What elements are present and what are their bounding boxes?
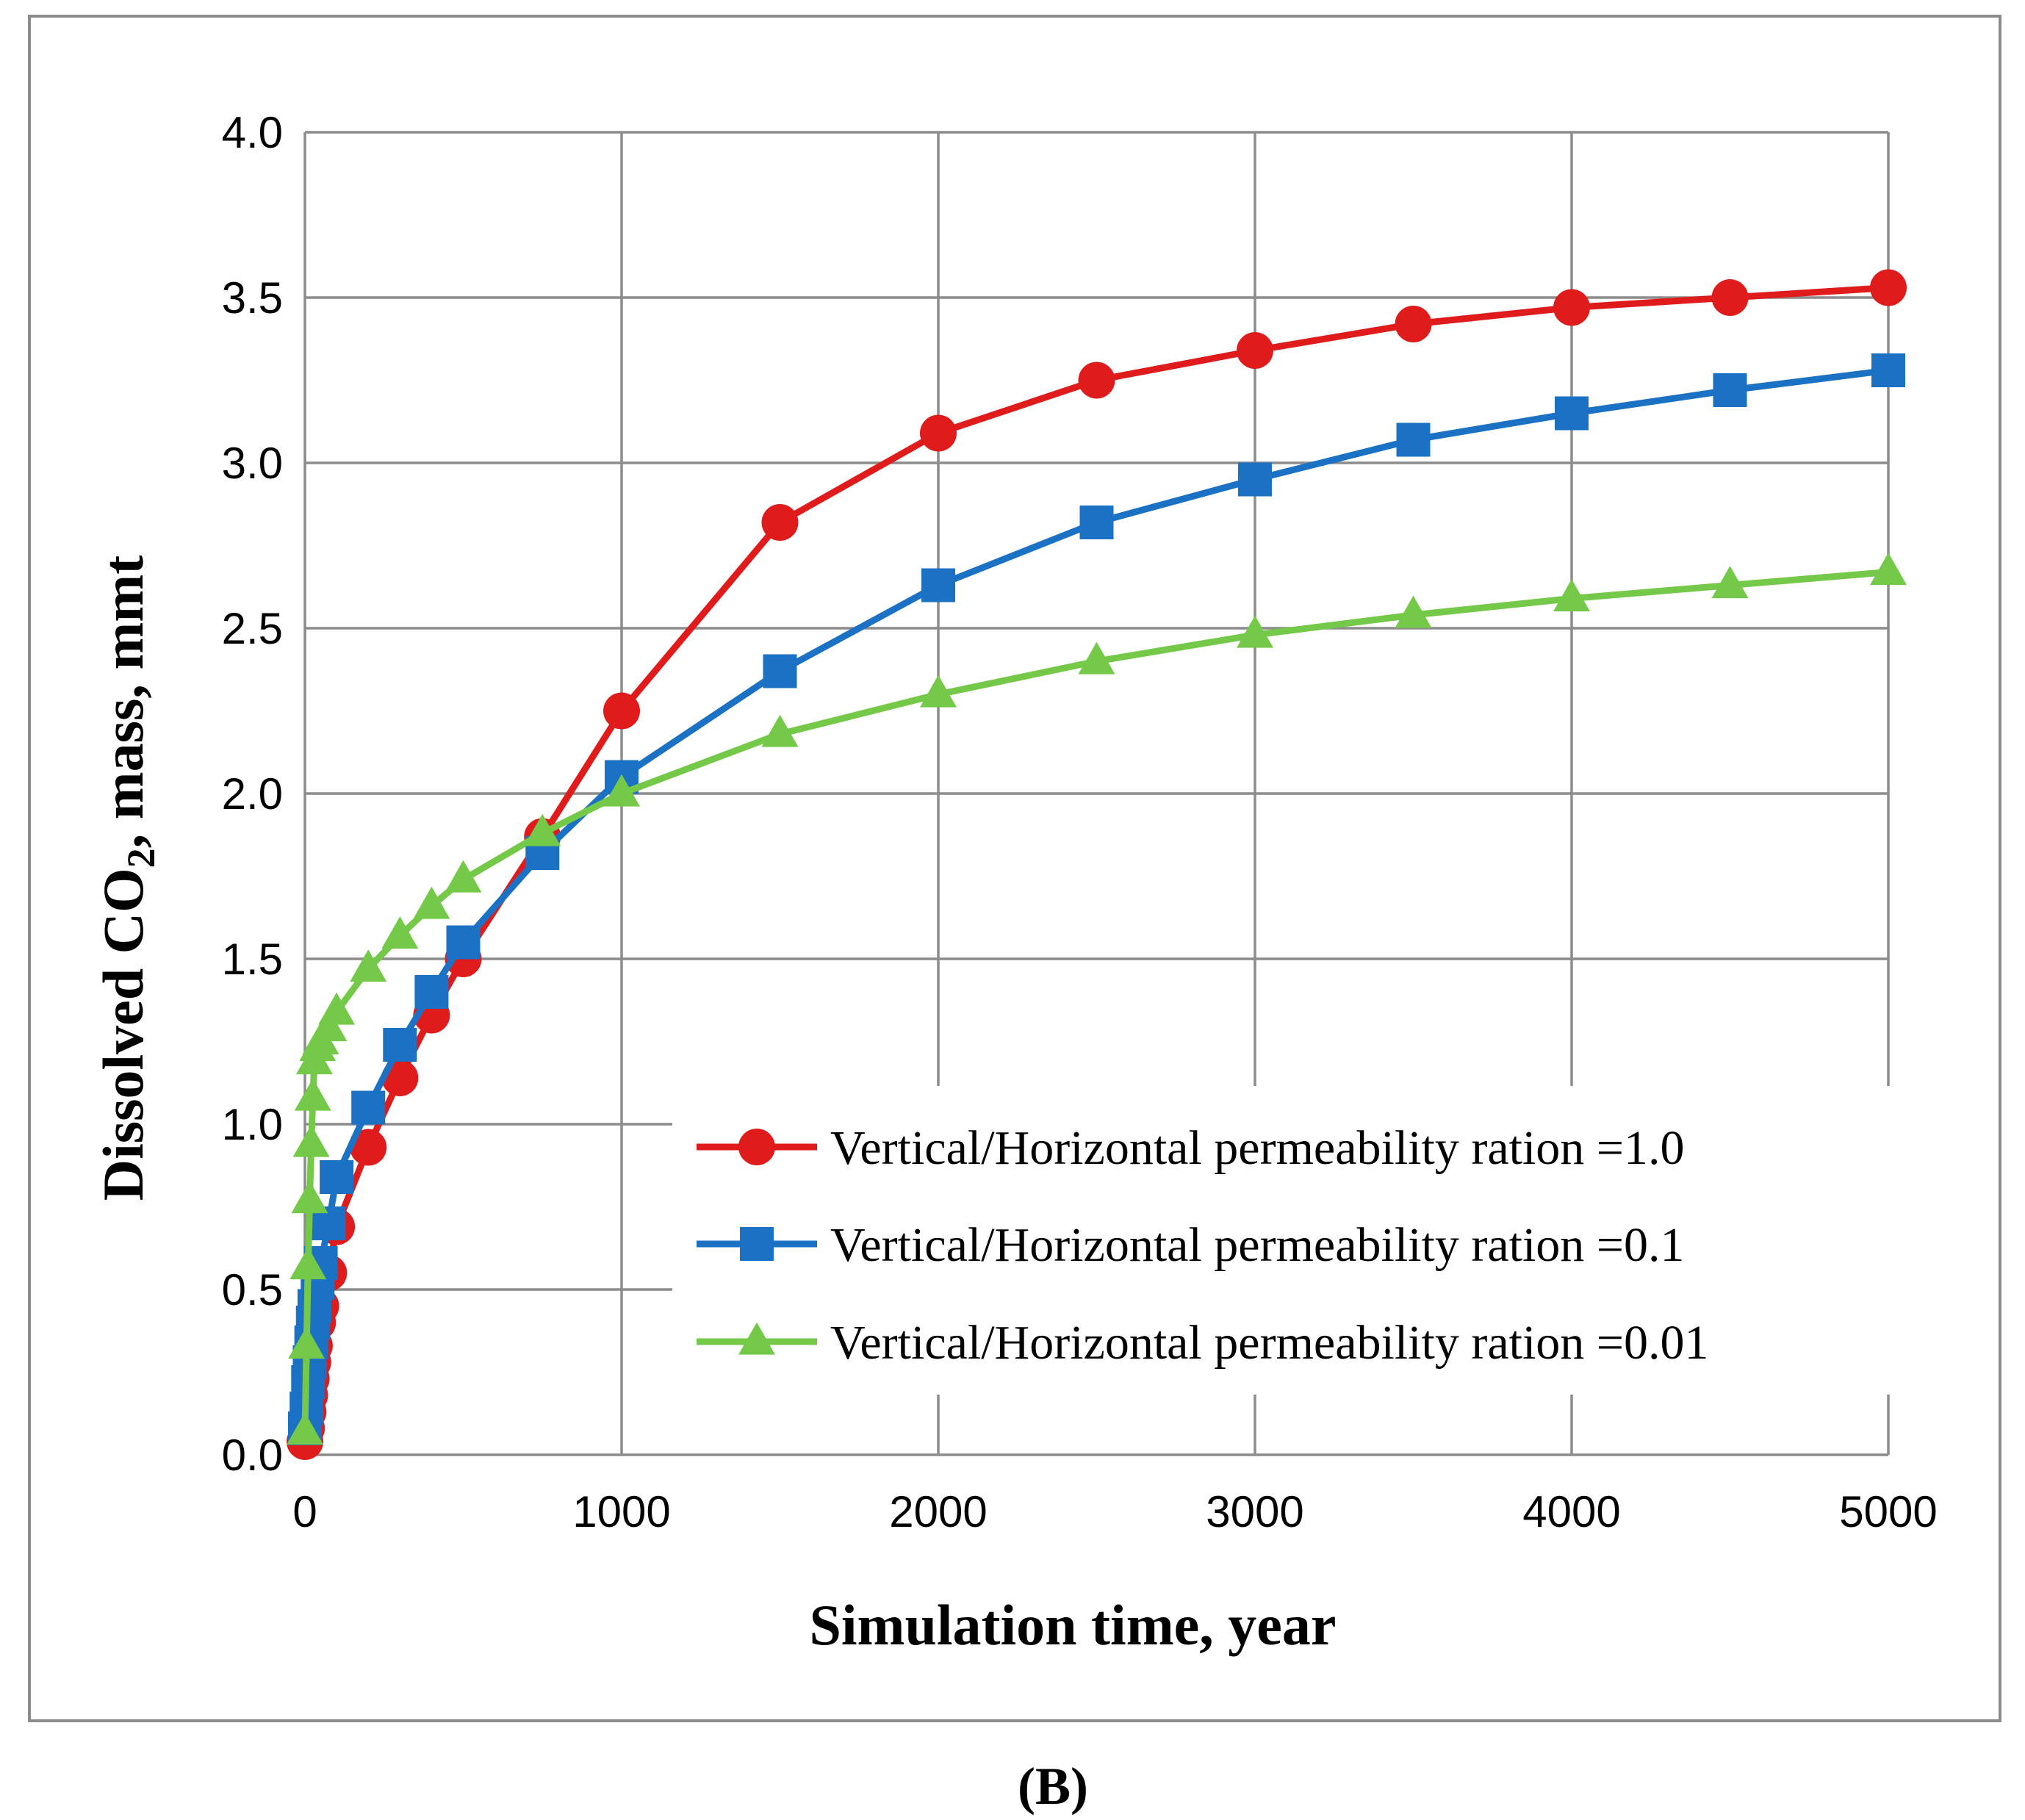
- legend: Vertical/Horizontal permeability ration …: [697, 1121, 1709, 1370]
- data-point-square: [320, 1160, 354, 1194]
- data-point-triangle: [413, 886, 450, 919]
- y-tick-label: 1.0: [222, 1100, 283, 1149]
- x-tick-label: 3000: [1206, 1487, 1303, 1536]
- data-point-triangle: [1395, 595, 1432, 628]
- data-point-square: [1079, 506, 1114, 539]
- y-tick-label: 2.5: [222, 604, 283, 653]
- data-point-square: [383, 1028, 417, 1062]
- data-point-circle: [1078, 362, 1115, 399]
- data-point-triangle: [381, 916, 419, 949]
- data-point-triangle: [1237, 615, 1273, 648]
- data-point-circle: [1553, 289, 1590, 326]
- legend-label: Vertical/Horizontal permeability ration …: [830, 1121, 1685, 1175]
- y-tick-label: 2.0: [222, 769, 283, 819]
- data-point-triangle: [294, 1078, 331, 1111]
- data-point-circle: [1711, 279, 1749, 316]
- data-point-triangle: [1711, 566, 1749, 599]
- data-point-square: [414, 975, 449, 1009]
- data-point-square: [446, 925, 481, 960]
- data-point-triangle: [1870, 553, 1907, 586]
- data-point-circle: [761, 504, 799, 541]
- legend-label: Vertical/Horizontal permeability ration …: [830, 1218, 1685, 1272]
- data-point-circle: [603, 692, 640, 730]
- x-tick-label: 4000: [1522, 1487, 1620, 1536]
- data-point-triangle: [318, 992, 356, 1025]
- data-point-triangle: [288, 1326, 325, 1359]
- chart-frame: [28, 15, 2001, 1722]
- data-point-circle: [350, 1129, 387, 1166]
- x-tick-label: 2000: [889, 1487, 987, 1536]
- x-tick-label: 0: [292, 1487, 317, 1536]
- legend-marker-square: [740, 1227, 774, 1261]
- y-axis-title-subscript: 2: [119, 848, 163, 868]
- data-point-square: [1396, 422, 1431, 457]
- legend-background: [672, 1086, 1943, 1395]
- y-tick-label: 0.0: [222, 1431, 283, 1480]
- data-point-triangle: [445, 860, 482, 893]
- data-point-triangle: [761, 714, 799, 747]
- legend-label: Vertical/Horizontal permeability ration …: [830, 1316, 1709, 1370]
- data-point-triangle: [292, 1124, 330, 1157]
- plot-series: [287, 269, 1907, 1460]
- x-axis-ticks: 0 1000 2000 3000 4000 5000: [292, 1487, 1937, 1536]
- y-tick-label: 1.5: [222, 935, 283, 984]
- data-point-triangle: [291, 1181, 328, 1214]
- data-point-square: [1713, 373, 1747, 407]
- data-point-triangle: [524, 813, 561, 846]
- y-axis-title-main: Dissolved CO: [91, 868, 155, 1201]
- data-point-square: [1238, 462, 1272, 497]
- data-point-triangle: [920, 675, 957, 708]
- data-point-square: [1871, 353, 1905, 387]
- data-point-circle: [920, 414, 957, 452]
- data-point-circle: [1237, 332, 1273, 369]
- data-point-triangle: [289, 1247, 327, 1280]
- data-point-triangle: [1553, 579, 1590, 612]
- data-point-triangle: [1078, 641, 1115, 675]
- data-point-triangle: [603, 774, 640, 807]
- data-point-circle: [1870, 269, 1907, 306]
- y-tick-label: 3.5: [222, 273, 283, 323]
- panel-label: (B): [1018, 1757, 1088, 1816]
- y-tick-label: 4.0: [222, 108, 283, 157]
- data-point-circle: [1395, 306, 1432, 342]
- y-axis-title-rest: , mass, mmt: [91, 555, 155, 849]
- data-point-triangle: [350, 949, 387, 982]
- y-axis-title: Dissolved CO2, mass, mmt: [91, 555, 163, 1201]
- legend-marker-triangle: [738, 1322, 775, 1355]
- y-axis-ticks: 0.0 0.5 1.0 1.5 2.0 2.5 3.0 3.5 4.0: [222, 108, 283, 1480]
- x-tick-label: 1000: [572, 1487, 670, 1536]
- y-tick-label: 0.5: [222, 1265, 283, 1314]
- data-point-square: [921, 568, 955, 603]
- data-point-square: [763, 654, 797, 688]
- data-point-triangle: [310, 1009, 348, 1042]
- series-triangle: [287, 553, 1907, 1445]
- data-point-triangle: [287, 1412, 323, 1445]
- data-point-square: [1555, 396, 1589, 431]
- y-tick-label: 3.0: [222, 439, 283, 488]
- legend-marker-circle: [738, 1129, 775, 1165]
- data-point-square: [351, 1090, 386, 1125]
- x-tick-label: 5000: [1839, 1487, 1937, 1536]
- x-axis-title: Simulation time, year: [809, 1593, 1336, 1657]
